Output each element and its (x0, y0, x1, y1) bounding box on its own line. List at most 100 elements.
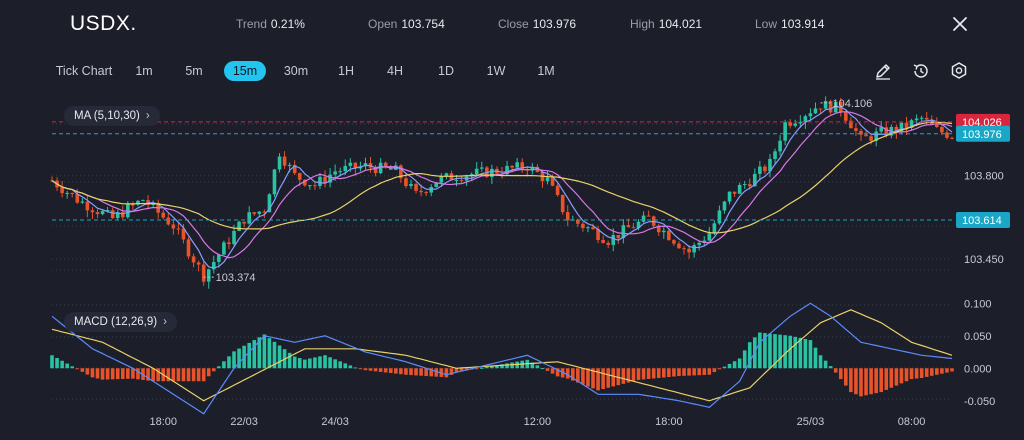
candle-body (120, 212, 125, 218)
macd-histogram-bar (828, 366, 833, 369)
candle-body (434, 182, 439, 188)
timeframe-1d[interactable]: 1D (438, 64, 454, 78)
macd-histogram-bar (55, 358, 59, 369)
settings-icon[interactable] (948, 60, 970, 82)
macd-histogram-bar (292, 356, 297, 369)
timeframe-1m[interactable]: 1m (135, 64, 153, 78)
macd-indicator-pill[interactable]: MACD (12,26,9) › (64, 312, 177, 332)
macd-histogram-bar (631, 368, 636, 382)
macd-histogram-bar (803, 339, 808, 369)
candle-body (596, 229, 600, 240)
close-icon[interactable] (950, 14, 970, 34)
timeframe-1w[interactable]: 1W (486, 64, 506, 78)
candle-body (935, 124, 939, 128)
candle-body (626, 225, 631, 228)
candle-body (667, 230, 671, 241)
macd-histogram-bar (70, 366, 75, 369)
macd-histogram-bar (611, 368, 616, 387)
candle-body (682, 248, 686, 250)
macd-y-tick-label: -0.050 (964, 396, 995, 408)
macd-histogram-bar (247, 342, 251, 369)
candle-body (601, 239, 605, 243)
candle-body (727, 191, 732, 202)
macd-histogram-bar (211, 368, 216, 372)
timeframe-5m[interactable]: 5m (185, 64, 203, 78)
macd-histogram-bar (394, 368, 398, 374)
candle-body (884, 127, 889, 136)
macd-histogram-bar (950, 368, 954, 372)
pencil-icon[interactable] (872, 60, 894, 82)
candle-body (606, 242, 610, 245)
macd-histogram-bar (303, 359, 307, 369)
macd-histogram-bar (105, 368, 110, 380)
candle-body (237, 221, 241, 231)
macd-histogram-bar (146, 368, 150, 381)
candle-body (550, 177, 555, 186)
macd-histogram-bar (879, 368, 884, 393)
macd-histogram-bar (732, 361, 737, 369)
candle-body (945, 132, 949, 138)
candle-body (343, 165, 348, 172)
candle-body (232, 230, 236, 245)
chart-header: USDX. Trend 0.21% Open 103.754 Close 103.97… (0, 0, 1024, 50)
candle-body (545, 177, 550, 182)
candle-body (833, 101, 838, 113)
timeframe-1h[interactable]: 1H (338, 64, 354, 78)
candle-body (65, 192, 69, 194)
timeframe-toolbar: Tick Chart 1m 5m 15m 30m 1H 4H 1D 1W 1M (0, 58, 1024, 84)
symbol-title: USDX. (70, 12, 137, 35)
macd-histogram-bar (399, 368, 403, 375)
timeframe-30m[interactable]: 30m (283, 64, 309, 78)
macd-histogram-bar (237, 348, 241, 369)
candle-body (404, 178, 408, 187)
macd-histogram-bar (530, 362, 535, 369)
macd-histogram-bar (434, 368, 439, 377)
candle-body (459, 180, 464, 182)
stat-low: Low 103.914 (755, 17, 825, 31)
x-tick-label: 24/03 (321, 416, 349, 428)
timeframe-15m[interactable]: 15m (224, 61, 266, 81)
candle-body (687, 248, 691, 253)
macd-histogram-bar (373, 368, 378, 372)
candle-body (181, 228, 186, 240)
candle-body (844, 112, 848, 121)
candle-body (586, 227, 590, 229)
candle-body (823, 101, 828, 109)
x-tick-label: 08:00 (898, 416, 926, 428)
candle-body (576, 219, 580, 224)
macd-histogram-bar (338, 361, 343, 369)
timeframe-tick-chart[interactable]: Tick Chart (55, 64, 113, 78)
history-icon[interactable] (910, 60, 932, 82)
ma-indicator-pill[interactable]: MA (5,10,30) › (64, 106, 160, 126)
candle-body (515, 162, 519, 168)
macd-histogram-bar (323, 355, 327, 369)
candle-body (348, 162, 353, 166)
macd-histogram-bar (570, 368, 575, 381)
macd-histogram-bar (581, 368, 585, 385)
candle-body (849, 120, 853, 129)
candle-body (85, 201, 90, 211)
macd-histogram-bar (196, 368, 201, 382)
candle-body (272, 169, 277, 195)
macd-histogram-bar (859, 368, 863, 397)
macd-histogram-bar (636, 368, 641, 380)
candle-body (105, 210, 110, 212)
candle-body (383, 162, 388, 168)
candle-body (75, 193, 80, 203)
macd-histogram-bar (909, 368, 914, 380)
macd-histogram-bar (935, 368, 939, 375)
price-tag-badge (956, 212, 1010, 228)
macd-histogram-bar (712, 368, 717, 373)
macd-histogram-bar (409, 368, 413, 376)
candle-body (454, 180, 459, 182)
candle-body (222, 242, 226, 255)
macd-histogram-bar (419, 368, 423, 376)
macd-histogram-bar (606, 368, 610, 388)
candle-body (444, 173, 449, 177)
macd-histogram-bar (899, 368, 904, 384)
timeframe-4h[interactable]: 4H (387, 64, 403, 78)
macd-histogram-bar (550, 368, 555, 374)
timeframe-1mo[interactable]: 1M (537, 64, 555, 78)
macd-histogram-bar (702, 368, 707, 375)
